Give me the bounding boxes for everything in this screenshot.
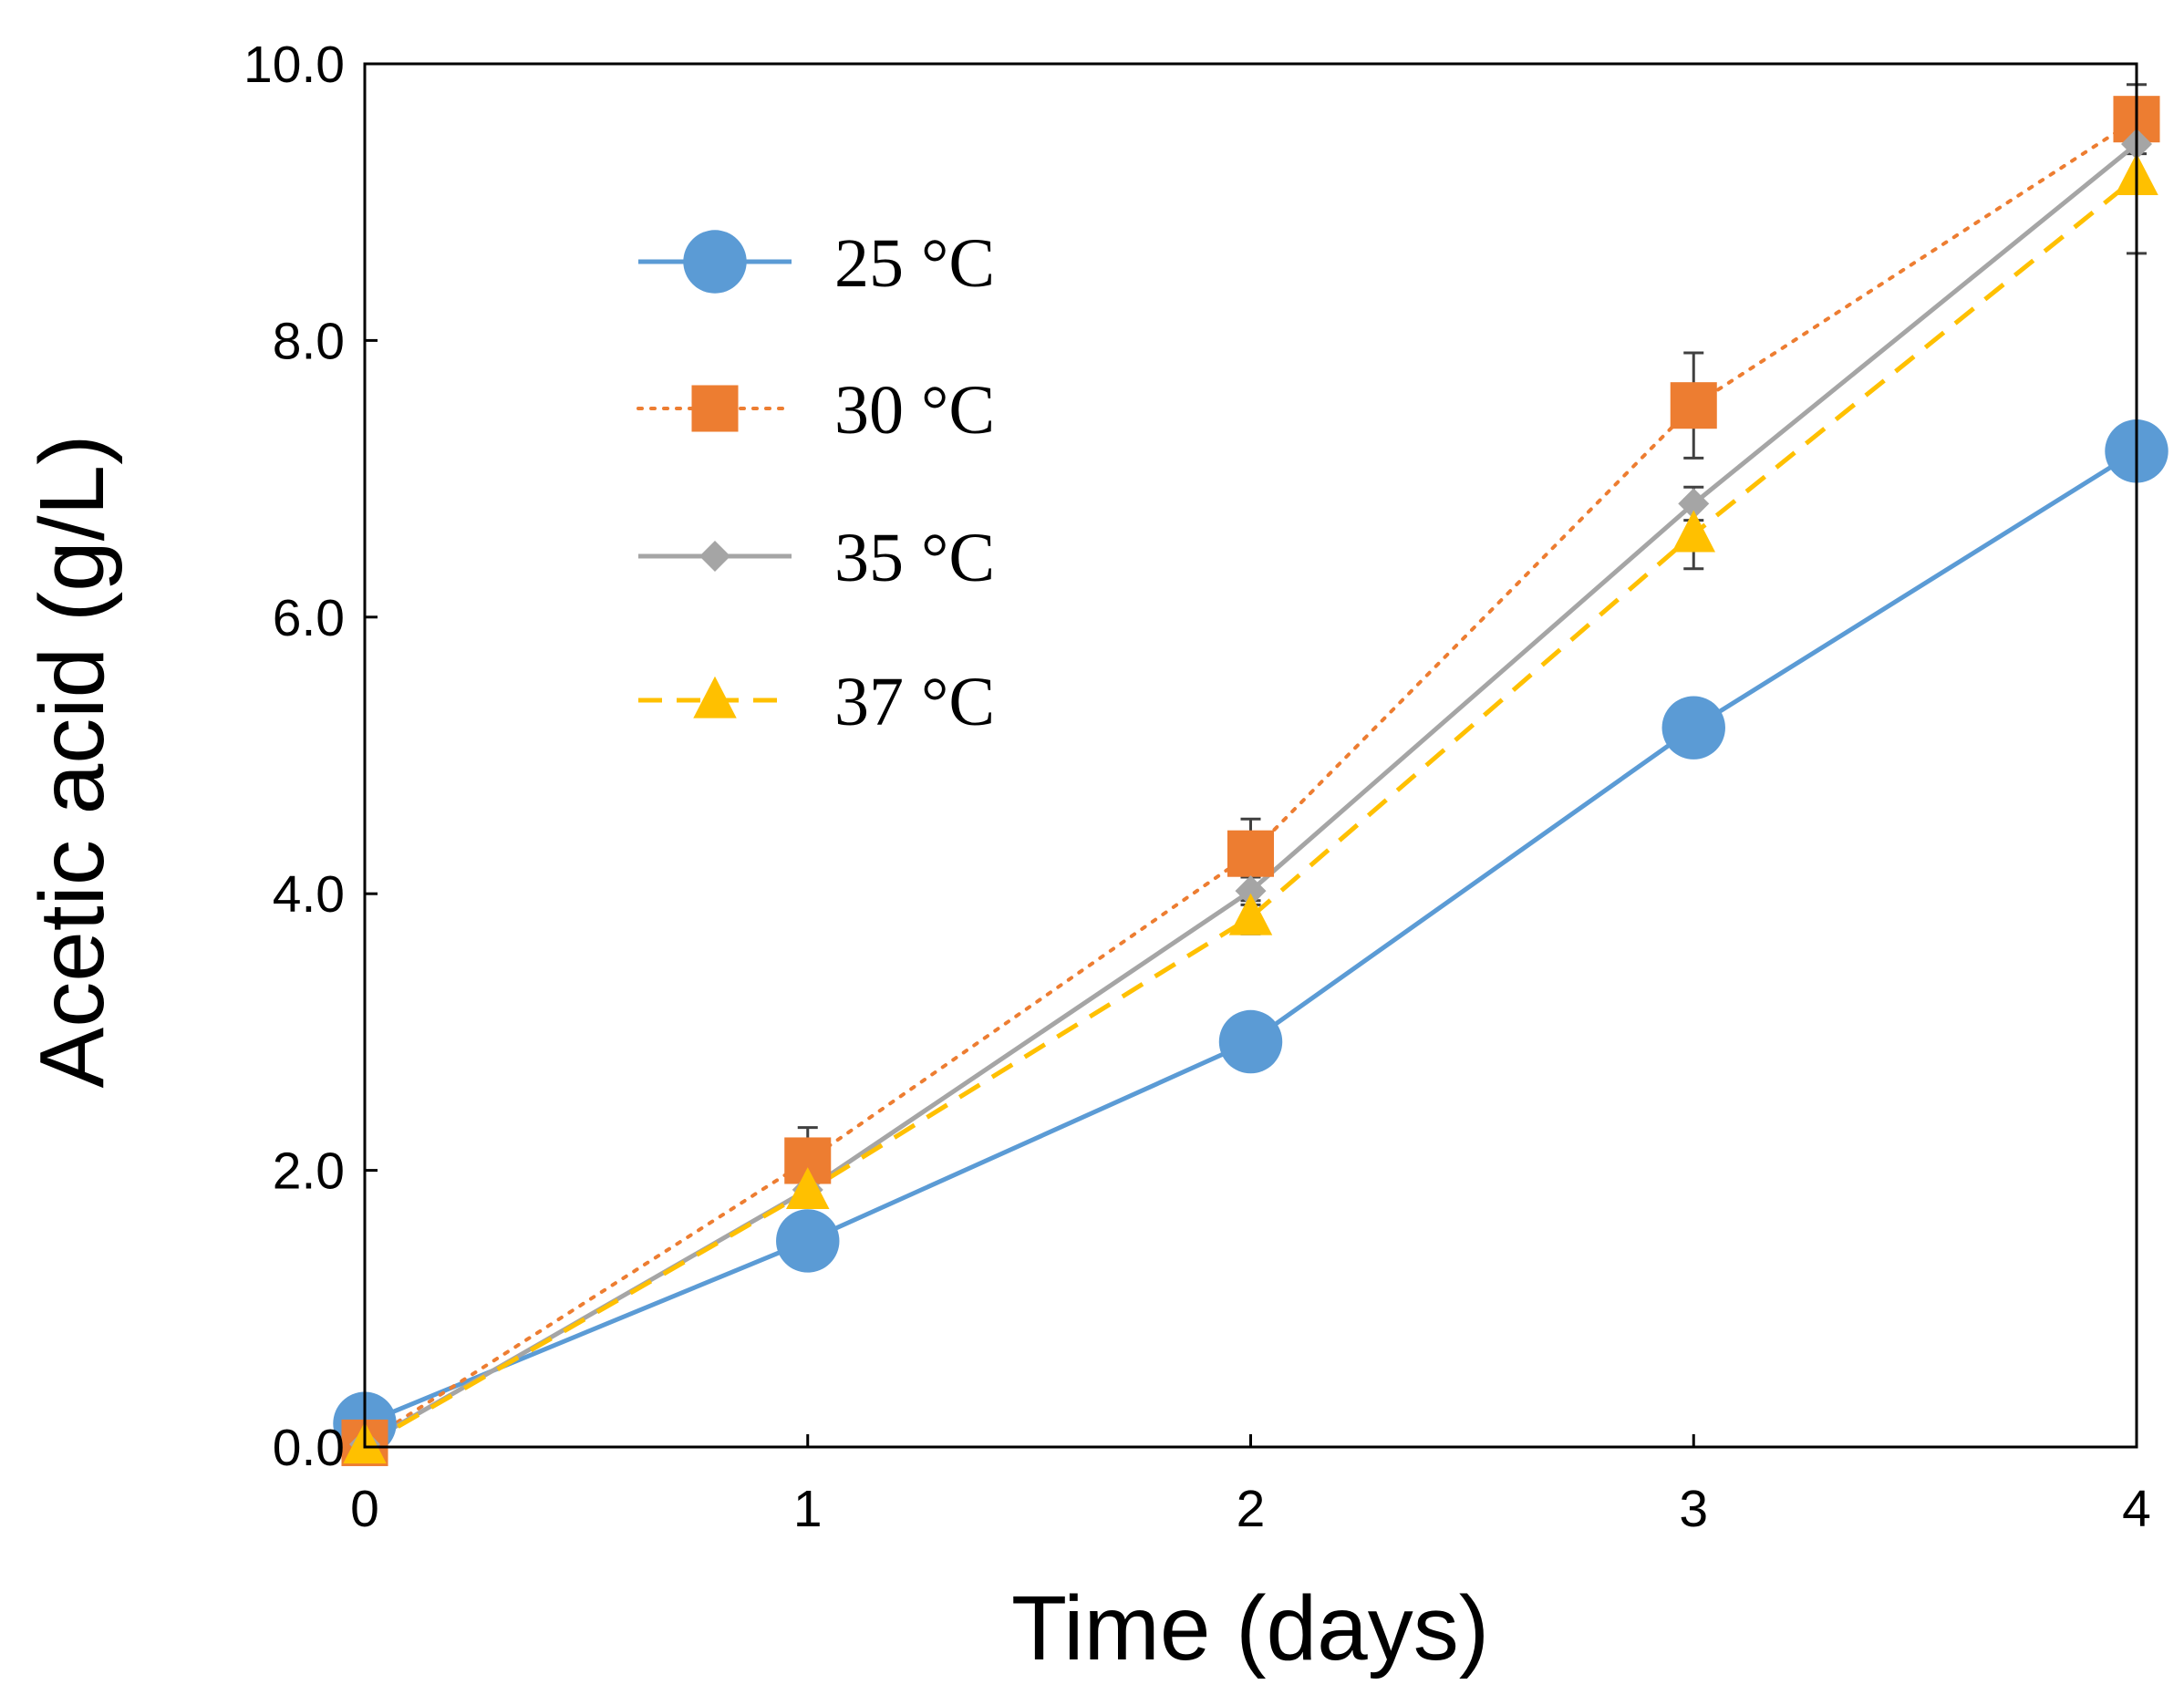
legend-swatch-marker [683, 230, 747, 294]
data-point [1672, 510, 1715, 553]
data-point [1661, 696, 1725, 760]
legend-item: 30 °C [637, 372, 995, 449]
x-axis-title: Time (days) [1011, 1577, 1489, 1679]
legend-item: 35 °C [638, 520, 995, 596]
series-line [363, 142, 2138, 1447]
legend-swatch-marker [699, 541, 730, 572]
legend-swatch-marker [693, 676, 737, 718]
legend-label: 37 °C [834, 664, 995, 740]
plot-marks [333, 83, 2168, 1466]
data-point [1218, 1009, 1283, 1074]
data-point [786, 1167, 830, 1210]
data-point [1670, 382, 1717, 429]
x-tick-label: 4 [2122, 1480, 2151, 1538]
data-point [1678, 488, 1710, 520]
y-tick-label: 6.0 [273, 589, 345, 647]
series-line [363, 175, 2138, 1448]
y-axis-title: Acetic acid (g/L) [21, 435, 123, 1089]
plot-frame [363, 62, 2138, 1449]
series-line [363, 117, 2138, 1445]
legend-item: 37 °C [638, 664, 995, 740]
data-point [1235, 875, 1267, 907]
y-tick-label: 2.0 [273, 1142, 345, 1201]
legend-label: 30 °C [834, 372, 995, 449]
x-tick-label: 3 [1679, 1480, 1708, 1538]
legend-swatch-marker [691, 385, 739, 432]
legend-label: 35 °C [834, 520, 995, 596]
legend: 25 °C 30 °C 35 °C 37 °C [637, 225, 995, 740]
data-point [776, 1209, 840, 1273]
data-point [1228, 893, 1273, 935]
axis-ticks: 0.0 2.0 4.0 6.0 8.0 10.0 0 1 2 3 4 [243, 36, 2151, 1538]
y-tick-label: 0.0 [273, 1419, 345, 1477]
series-line [364, 449, 2138, 1426]
y-tick-label: 8.0 [273, 312, 345, 370]
legend-item: 25 °C [638, 225, 995, 302]
x-tick-label: 1 [793, 1480, 823, 1538]
y-tick-label: 10.0 [243, 36, 345, 94]
legend-label: 25 °C [834, 225, 995, 302]
data-point [1227, 830, 1275, 877]
y-tick-label: 4.0 [273, 865, 345, 924]
x-tick-label: 2 [1237, 1480, 1266, 1538]
x-tick-label: 0 [350, 1480, 379, 1538]
